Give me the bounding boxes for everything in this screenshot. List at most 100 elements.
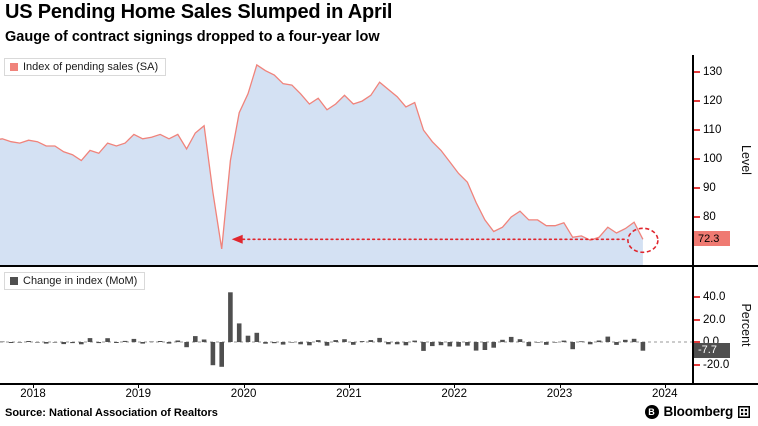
y-tick-label: 90 [703,182,716,195]
index-area-line [0,63,644,250]
mom-bar [35,342,40,343]
mom-last-value-badge: -7.7 [694,342,730,358]
mom-bar [157,341,163,342]
mom-legend-swatch-icon [10,277,18,285]
qr-grid-icon [738,405,750,418]
mom-bar [61,342,66,345]
mom-bar [438,342,444,346]
mom-bar [79,342,84,345]
mom-legend-label: Change in index (MoM) [23,275,138,287]
right-axis-line [692,55,694,383]
mom-bar [368,340,374,342]
panel-divider [0,265,758,267]
mom-bar [140,342,145,344]
mom-bar [263,342,268,344]
index-area-svg [0,63,659,266]
mom-bar [508,336,514,343]
chart-subtitle: Gauge of contract signings dropped to a … [5,29,380,45]
mom-bar [52,342,58,343]
index-legend-label: Index of pending sales (SA) [23,61,159,73]
chart-title: US Pending Home Sales Slumped in April [5,1,393,23]
x-tick-mark [454,384,456,388]
index-panel [0,55,692,266]
bloomberg-wordmark: Bloomberg [663,404,734,419]
mom-bar [184,342,189,348]
y-tick-mark [694,318,700,321]
mom-bar [166,342,172,344]
y-tick-mark [694,363,700,366]
mom-bar [0,341,5,343]
mom-bar [465,342,470,346]
mom-bar [105,338,110,342]
mom-bar [605,336,611,342]
mom-bar [210,342,216,366]
level-axis-title: Level [739,145,753,175]
mom-bar [517,339,523,342]
x-tick-mark [243,384,245,388]
x-axis-line [0,383,758,385]
x-tick-mark [559,384,561,388]
x-tick-label: 2024 [652,388,678,400]
mom-bar [43,342,49,344]
mom-bar [631,338,637,343]
mom-bar [482,342,488,350]
mom-bar [570,342,575,350]
mom-bar [96,342,102,344]
x-tick-mark [664,384,666,388]
x-tick-label: 2018 [20,388,46,400]
x-tick-mark [33,384,34,388]
mom-bar [324,342,330,346]
mom-bar [228,292,233,342]
mom-bar [280,342,286,345]
mom-bar [351,342,356,345]
y-tick-mark [694,100,700,103]
mom-panel [0,268,692,383]
mom-bar [359,341,365,342]
percent-axis-title: Percent [739,303,753,347]
x-tick-label: 2021 [336,388,362,400]
mom-bar [377,337,382,343]
mom-bar [114,342,119,343]
mom-bar [500,339,505,343]
mom-bar [122,340,128,342]
mom-bar [394,342,400,345]
y-tick-mark [694,187,700,190]
mom-bar [535,342,540,343]
x-tick-mark [138,384,140,388]
mom-bar [298,342,303,345]
mom-bar [456,342,461,347]
y-tick-label: -20.0 [703,358,730,371]
mom-bar [403,342,409,346]
mom-bar [561,340,567,343]
y-tick-label: 120 [703,95,723,108]
y-tick-mark [694,216,700,219]
mom-bar [333,340,338,342]
mom-bar [149,341,154,343]
annotation-circle [627,227,659,254]
mom-bar [342,339,347,342]
y-tick-label: 80 [703,211,716,224]
index-legend-swatch-icon [10,63,18,71]
y-tick-mark [694,71,700,74]
mom-bar [8,342,14,343]
y-tick-label: 110 [703,124,722,137]
mom-bar [473,342,479,351]
mom-legend: Change in index (MoM) [4,272,146,290]
x-tick-label: 2020 [230,388,257,400]
mom-bar [579,341,584,343]
mom-bar [544,342,549,345]
source-note: Source: National Association of Realtors [5,407,218,419]
bloomberg-logo: B Bloomberg [644,404,750,419]
y-tick-label: 100 [703,153,723,166]
y-tick-mark [694,129,700,132]
mom-bar [236,323,242,343]
mom-bar [307,342,312,346]
y-tick-label: 20.0 [703,313,726,326]
mom-bar [193,336,198,343]
mom-bar [219,342,224,367]
y-tick-label: 40.0 [703,291,726,304]
annotation-arrowhead [231,234,243,244]
mom-bar [289,342,295,343]
mom-bar [552,342,558,343]
